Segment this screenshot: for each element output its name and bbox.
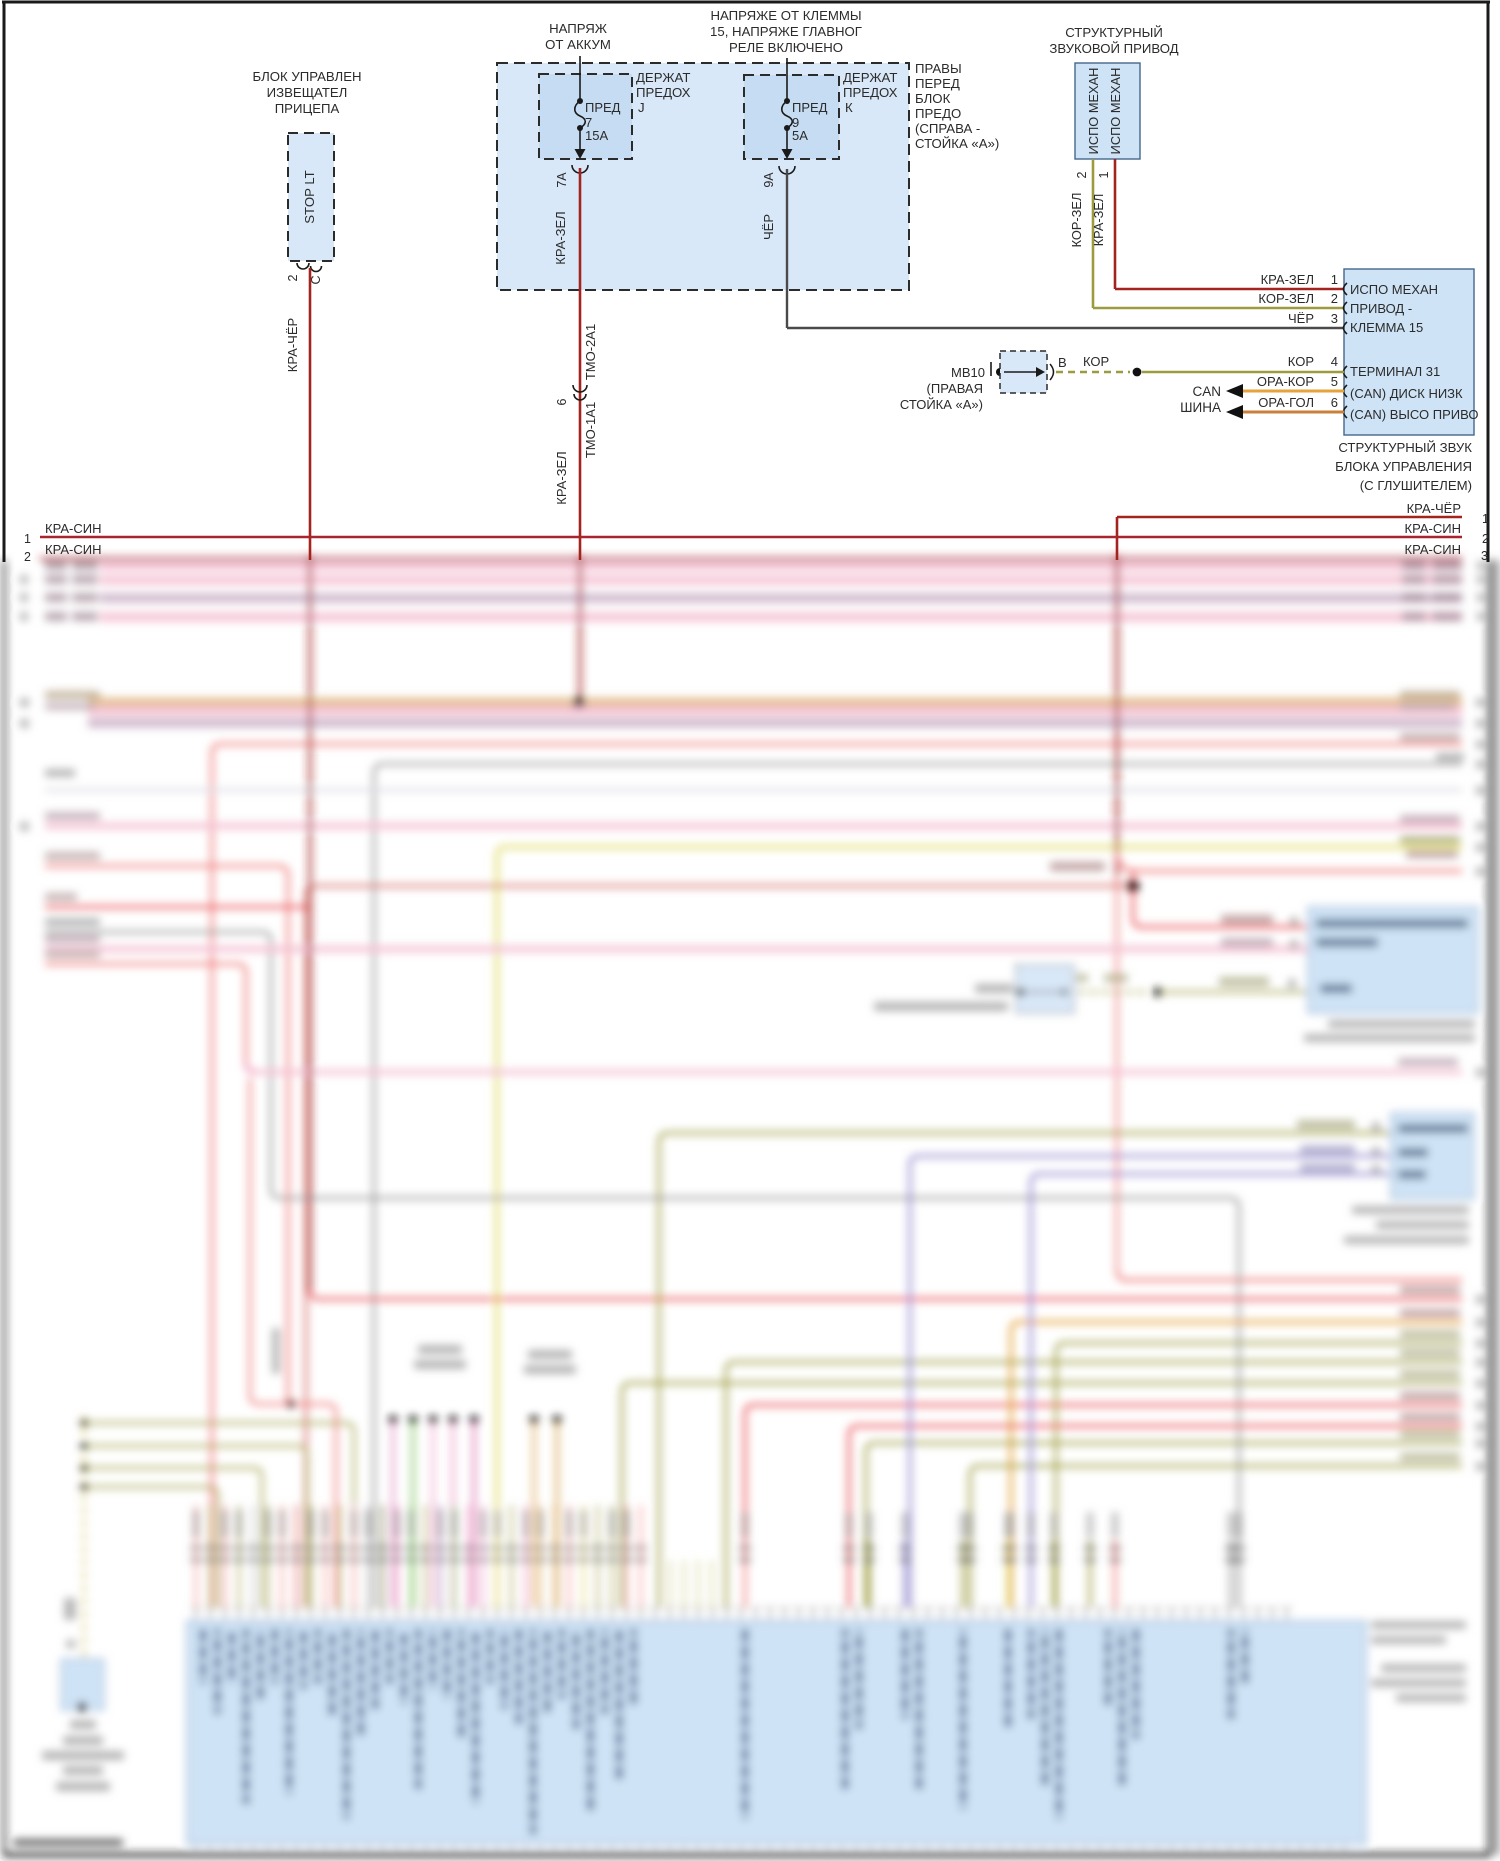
svg-text:4: 4 <box>1331 354 1338 369</box>
svg-text:9А: 9А <box>762 172 776 188</box>
svg-text:ЗВУКОВОЙ ПРИВОД: ЗВУКОВОЙ ПРИВОД <box>1049 41 1178 56</box>
svg-text:ДЕРЖАТ: ДЕРЖАТ <box>843 70 897 85</box>
svg-text:1: 1 <box>1097 171 1111 178</box>
svg-text:C: C <box>309 275 323 284</box>
svg-text:5: 5 <box>1331 374 1338 389</box>
svg-text:КРА-СИН: КРА-СИН <box>1405 542 1462 557</box>
svg-text:КОР: КОР <box>1083 354 1109 369</box>
svg-text:К: К <box>845 100 853 115</box>
svg-text:7: 7 <box>585 115 592 130</box>
svg-text:1: 1 <box>1331 272 1338 287</box>
svg-text:ИСПО МЕХАН: ИСПО МЕХАН <box>1108 68 1123 155</box>
svg-text:(ПРАВАЯ: (ПРАВАЯ <box>927 381 983 396</box>
svg-text:БЛОК УПРАВЛЕН: БЛОК УПРАВЛЕН <box>252 69 361 84</box>
svg-text:ПРЕД: ПРЕД <box>792 100 828 115</box>
svg-text:МВ10: МВ10 <box>951 365 985 380</box>
svg-text:CAN: CAN <box>1192 384 1221 399</box>
svg-text:КОР-ЗЕЛ: КОР-ЗЕЛ <box>1069 193 1084 248</box>
svg-text:2: 2 <box>286 274 300 281</box>
svg-text:ДЕРЖАТ: ДЕРЖАТ <box>636 70 690 85</box>
svg-text:КРА-ЗЕЛ: КРА-ЗЕЛ <box>553 211 568 264</box>
svg-text:СТОЙКА «А»): СТОЙКА «А») <box>900 397 983 412</box>
svg-text:1: 1 <box>24 532 31 546</box>
svg-text:НАПРЯЖЕ ОТ КЛЕММЫ: НАПРЯЖЕ ОТ КЛЕММЫ <box>710 8 861 23</box>
svg-text:(CAN) ВЫСО ПРИВО: (CAN) ВЫСО ПРИВО <box>1350 407 1478 422</box>
svg-text:STOP LT: STOP LT <box>302 170 317 224</box>
svg-text:J: J <box>638 100 645 115</box>
svg-text:КРА-ЧЁР: КРА-ЧЁР <box>1407 501 1461 516</box>
svg-text:ПЕРЕД: ПЕРЕД <box>915 76 960 91</box>
svg-text:3: 3 <box>1331 311 1338 326</box>
svg-text:ЧЁР: ЧЁР <box>761 214 776 240</box>
svg-text:БЛОКА УПРАВЛЕНИЯ: БЛОКА УПРАВЛЕНИЯ <box>1335 459 1472 474</box>
svg-text:(CAN) ДИСК НИЗК: (CAN) ДИСК НИЗК <box>1350 386 1463 401</box>
svg-text:ПРИЦЕПА: ПРИЦЕПА <box>275 101 340 116</box>
svg-text:КОР-ЗЕЛ: КОР-ЗЕЛ <box>1258 291 1314 306</box>
svg-text:2: 2 <box>1482 532 1489 546</box>
svg-text:КРА-СИН: КРА-СИН <box>45 521 102 536</box>
svg-text:СТОЙКА «А»): СТОЙКА «А») <box>915 136 999 151</box>
svg-text:ТМО-2А1: ТМО-2А1 <box>583 324 598 380</box>
svg-text:(С ГЛУШИТЕЛЕМ): (С ГЛУШИТЕЛЕМ) <box>1360 478 1472 493</box>
svg-text:КРА-ЗЕЛ: КРА-ЗЕЛ <box>1091 194 1106 247</box>
svg-text:ШИНА: ШИНА <box>1180 400 1221 415</box>
svg-text:2: 2 <box>1331 291 1338 306</box>
svg-text:КРА-ЗЕЛ: КРА-ЗЕЛ <box>1261 272 1314 287</box>
svg-text:ПРЕДОХ: ПРЕДОХ <box>636 85 691 100</box>
svg-text:5А: 5А <box>792 128 808 143</box>
svg-text:ОРА-КОР: ОРА-КОР <box>1257 374 1314 389</box>
svg-text:ОРА-ГОЛ: ОРА-ГОЛ <box>1258 395 1314 410</box>
svg-text:ОТ АККУМ: ОТ АККУМ <box>545 37 611 52</box>
svg-text:15А: 15А <box>585 128 608 143</box>
svg-text:В: В <box>1058 355 1067 370</box>
svg-text:КРА-СИН: КРА-СИН <box>1405 521 1462 536</box>
svg-text:7А: 7А <box>555 172 569 188</box>
svg-text:ЧЁР: ЧЁР <box>1288 311 1314 326</box>
svg-text:ИСПО МЕХАН: ИСПО МЕХАН <box>1350 282 1438 297</box>
svg-text:9: 9 <box>792 115 799 130</box>
svg-text:ПРАВЫ: ПРАВЫ <box>915 61 962 76</box>
svg-text:ПРЕДОХ: ПРЕДОХ <box>843 85 898 100</box>
svg-text:ПРЕДО: ПРЕДО <box>915 106 961 121</box>
svg-text:РЕЛЕ ВКЛЮЧЕНО: РЕЛЕ ВКЛЮЧЕНО <box>729 40 843 55</box>
svg-text:НАПРЯЖ: НАПРЯЖ <box>549 21 607 36</box>
svg-text:15, НАПРЯЖЕ ГЛАВНОГ: 15, НАПРЯЖЕ ГЛАВНОГ <box>710 24 862 39</box>
svg-text:ИЗВЕЩАТЕЛ: ИЗВЕЩАТЕЛ <box>267 85 348 100</box>
svg-text:6: 6 <box>555 398 569 405</box>
svg-text:ТМО-1А1: ТМО-1А1 <box>583 402 598 458</box>
svg-text:ИСПО МЕХАН: ИСПО МЕХАН <box>1086 68 1101 155</box>
svg-text:ПРЕД: ПРЕД <box>585 100 621 115</box>
svg-text:КОР: КОР <box>1288 354 1314 369</box>
svg-text:6: 6 <box>1331 395 1338 410</box>
svg-text:СТРУКТУРНЫЙ: СТРУКТУРНЫЙ <box>1065 25 1163 40</box>
svg-text:3: 3 <box>1481 549 1488 563</box>
svg-text:ПРИВОД -: ПРИВОД - <box>1350 301 1412 316</box>
svg-text:2: 2 <box>24 550 31 564</box>
svg-text:ТЕРМИНАЛ 31: ТЕРМИНАЛ 31 <box>1350 364 1440 379</box>
svg-text:1: 1 <box>1482 512 1489 526</box>
svg-text:СТРУКТУРНЫЙ ЗВУК: СТРУКТУРНЫЙ ЗВУК <box>1338 440 1472 455</box>
svg-text:КЛЕММА 15: КЛЕММА 15 <box>1350 320 1423 335</box>
svg-text:(СПРАВА -: (СПРАВА - <box>915 121 980 136</box>
svg-text:2: 2 <box>1075 171 1089 178</box>
svg-text:БЛОК: БЛОК <box>915 91 951 106</box>
svg-text:КРА-ЧЁР: КРА-ЧЁР <box>285 318 300 372</box>
svg-text:КРА-ЗЕЛ: КРА-ЗЕЛ <box>554 451 569 504</box>
svg-text:КРА-СИН: КРА-СИН <box>45 542 102 557</box>
